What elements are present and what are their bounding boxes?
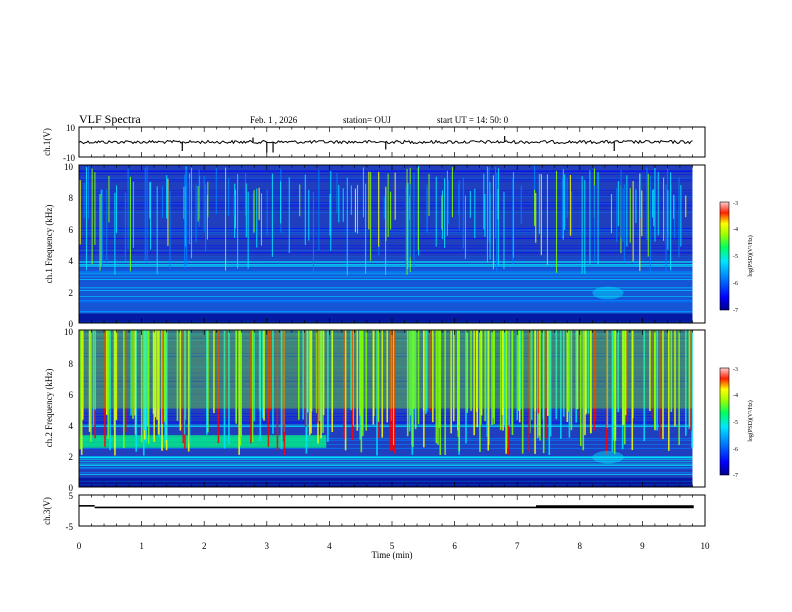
ch1-spec-x-ticks xyxy=(78,165,706,323)
ch1-colorbar-gradient xyxy=(719,201,730,311)
spec2-burst xyxy=(592,450,624,464)
ch2-colorbar: -3 -4 -5 -6 -7 log(PSD)(V²/Hz) xyxy=(719,367,754,479)
ch1-spec-ytick-0: 0 xyxy=(69,319,74,329)
ch1-cbar-tick-6: -6 xyxy=(733,281,738,287)
spec2-band xyxy=(79,435,327,448)
spec2-blank-end xyxy=(692,330,705,487)
ch2-spec-ytick-8: 8 xyxy=(69,359,74,369)
ch2-cbar-tick-5: -5 xyxy=(733,420,738,426)
ch2-spec-ytick-2: 2 xyxy=(69,452,74,462)
x-axis-label: Time (min) xyxy=(372,550,413,560)
ch1-spec-ytick-2: 2 xyxy=(69,288,74,298)
ch1-colorbar: -3 -4 -5 -6 -7 log(PSD)(V²/Hz) xyxy=(719,201,754,314)
xtick-label-10: 10 xyxy=(701,541,711,551)
ch2-spectrogram-image xyxy=(79,330,705,487)
ch2-cbar-label: log(PSD)(V²/Hz) xyxy=(747,400,754,441)
ch1-ytick-top: 10 xyxy=(66,123,76,133)
ch1-spectrogram-image xyxy=(79,165,705,323)
xtick-label-2: 2 xyxy=(202,541,207,551)
ch1-spectrogram-panel: 10 8 6 4 2 0 ch.1 Frequency (kHz) xyxy=(44,162,706,329)
ch1-spec-ytick-6: 6 xyxy=(69,225,74,235)
xtick-label-0: 0 xyxy=(77,541,82,551)
xtick-label-4: 4 xyxy=(327,541,332,551)
ch2-spectrogram-panel: 10 8 6 4 2 0 ch.2 Frequency (kHz) xyxy=(44,327,706,493)
ch1-spec-ytick-4: 4 xyxy=(69,256,74,266)
spec1-low-strip xyxy=(79,313,693,323)
chart-title: VLF Spectra xyxy=(79,112,141,126)
ch1-spec-ytick-10: 10 xyxy=(64,162,74,172)
ch2-cbar-tick-4: -4 xyxy=(733,393,738,399)
ch1-cbar-label: log(PSD)(V²/Hz) xyxy=(747,235,754,276)
x-axis-tick-labels: 0 1 2 3 4 5 6 7 8 9 10 xyxy=(77,541,710,551)
xtick-label-8: 8 xyxy=(578,541,583,551)
xtick-label-9: 9 xyxy=(640,541,645,551)
ch3-ytick-bottom: -5 xyxy=(66,522,74,532)
ch1-spec-ylabel: ch.1 Frequency (kHz) xyxy=(44,205,54,284)
xtick-label-3: 3 xyxy=(265,541,270,551)
ch3-ylabel: ch.3(V) xyxy=(42,497,52,525)
xtick-label-6: 6 xyxy=(452,541,457,551)
ch3-level-panel: 5 -5 ch.3(V) xyxy=(42,491,706,532)
ch2-colorbar-gradient xyxy=(719,367,730,476)
spec1-burst xyxy=(592,286,624,300)
ch2-cbar-tick-6: -6 xyxy=(733,447,738,453)
spec2-upper-wash xyxy=(79,330,693,409)
ch1-x-ticks xyxy=(78,127,706,157)
ch2-cbar-tick-7: -7 xyxy=(733,473,738,479)
ch1-waveform-panel: 10 -10 ch.1(V) xyxy=(42,123,706,163)
ch1-ytick-bottom: -10 xyxy=(63,153,75,163)
ch3-segments xyxy=(79,505,694,509)
station-label: station= OUJ xyxy=(343,115,391,125)
ch3-x-ticks xyxy=(78,495,706,526)
start-time-label: start UT = 14: 50: 0 xyxy=(437,115,509,125)
ch2-spec-ytick-0: 0 xyxy=(69,483,74,493)
ch1-cbar-tick-7: -7 xyxy=(733,308,738,314)
xtick-label-7: 7 xyxy=(515,541,520,551)
date-label: Feb. 1 , 2026 xyxy=(250,115,298,125)
xtick-label-1: 1 xyxy=(139,541,144,551)
ch1-ylabel: ch.1(V) xyxy=(42,128,52,156)
spec2-low-strip xyxy=(79,477,693,487)
ch1-cbar-tick-4: -4 xyxy=(733,227,738,233)
spec1-blank-end xyxy=(692,165,705,323)
ch2-spec-ylabel: ch.2 Frequency (kHz) xyxy=(44,369,54,448)
ch2-spec-x-ticks xyxy=(78,330,706,487)
ch2-cbar-tick-3: -3 xyxy=(733,367,738,373)
ch2-spec-ytick-6: 6 xyxy=(69,390,74,400)
ch1-cbar-tick-3: -3 xyxy=(733,201,738,207)
xtick-label-5: 5 xyxy=(390,541,395,551)
ch2-spec-ytick-4: 4 xyxy=(69,421,74,431)
ch1-trace xyxy=(78,139,693,145)
ch1-spec-ytick-8: 8 xyxy=(69,193,74,203)
ch2-spec-ytick-10: 10 xyxy=(64,327,74,337)
ch1-cbar-tick-5: -5 xyxy=(733,254,738,260)
ch1-spikes xyxy=(181,136,615,153)
ch3-ytick-top: 5 xyxy=(69,491,74,501)
